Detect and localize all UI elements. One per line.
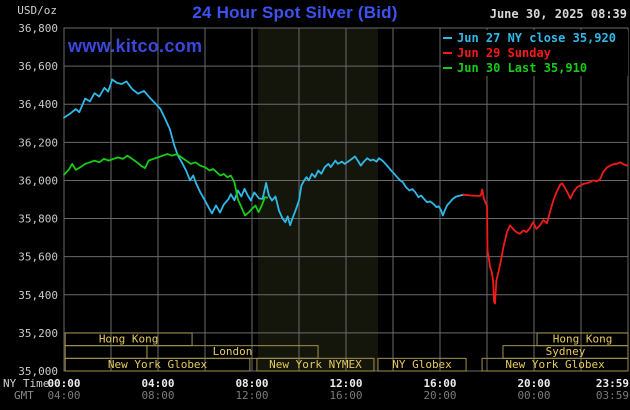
series-jun29-sunday <box>462 161 629 305</box>
chart-legend: Jun 27 NY close 35,920 Jun 29 Sunday Jun… <box>441 30 628 76</box>
ny-time-tick: 20:00 <box>517 377 550 390</box>
y-axis-label: 36,600 <box>18 60 58 73</box>
ny-time-tick: 16:00 <box>423 377 456 390</box>
y-axis-label: 35,200 <box>18 327 58 340</box>
ny-time-axis-label: NY Time <box>3 377 49 390</box>
legend-label: Jun 27 NY close 35,920 <box>457 30 616 45</box>
session-box <box>256 357 375 372</box>
gmt-tick: 04:00 <box>47 389 80 402</box>
session-label: Hong Kong <box>553 333 613 346</box>
session-label: NY Globex <box>392 358 452 371</box>
y-axis-label: 36,000 <box>18 174 58 187</box>
session-box <box>64 357 251 372</box>
session-box <box>64 345 148 359</box>
gmt-tick: 08:00 <box>141 389 174 402</box>
ny-time-tick: 12:00 <box>329 377 362 390</box>
session-label: Hong Kong <box>99 333 159 346</box>
legend-item-jun30: Jun 30 Last 35,910 <box>441 60 628 75</box>
session-box <box>377 357 467 372</box>
y-axis-label: 36,200 <box>18 136 58 149</box>
series-jun27-ny <box>63 78 465 227</box>
y-axis-label: 36,400 <box>18 98 58 111</box>
session-label: New York NYMEX <box>269 358 362 371</box>
gmt-tick: 16:00 <box>329 389 362 402</box>
ny-time-tick: 23:59 <box>596 377 629 390</box>
legend-dash-icon <box>443 51 452 54</box>
ny-time-tick: 04:00 <box>141 377 174 390</box>
page-title: 24 Hour Spot Silver (Bid) <box>192 3 398 22</box>
legend-dash-icon <box>443 66 452 69</box>
nymex-session-band <box>258 28 378 371</box>
gmt-tick: 20:00 <box>423 389 456 402</box>
ny-time-tick: 08:00 <box>235 377 268 390</box>
gmt-axis-label: GMT <box>14 389 34 402</box>
chart-datetime: June 30, 2025 08:39 <box>489 7 627 21</box>
gmt-tick: 12:00 <box>235 389 268 402</box>
y-axis-label: 36,800 <box>18 22 58 35</box>
legend-label: Jun 29 Sunday <box>457 45 551 60</box>
kitco-watermark-link[interactable]: www.kitco.com <box>68 36 203 56</box>
gmt-tick: 03:59 <box>596 389 629 402</box>
session-label: New York Globex <box>108 358 208 371</box>
y-axis-label: 35,800 <box>18 213 58 226</box>
y-axis-label: 35,400 <box>18 289 58 302</box>
session-box <box>481 357 629 372</box>
legend-label: Jun 30 Last 35,910 <box>457 60 588 75</box>
y-axis-label: 35,000 <box>18 365 58 378</box>
series-jun30-last <box>63 153 269 217</box>
gmt-tick: 00:00 <box>517 389 550 402</box>
ny-time-tick: 00:00 <box>47 377 80 390</box>
session-label: New York Globex <box>505 358 605 371</box>
legend-dash-icon <box>443 36 452 39</box>
session-label: Sydney <box>546 345 586 358</box>
legend-item-jun27: Jun 27 NY close 35,920 <box>441 30 628 45</box>
session-label: London <box>213 345 253 358</box>
y-axis-label: 35,600 <box>18 251 58 264</box>
legend-item-jun29: Jun 29 Sunday <box>441 45 628 60</box>
unit-label: USD/oz <box>17 4 57 17</box>
